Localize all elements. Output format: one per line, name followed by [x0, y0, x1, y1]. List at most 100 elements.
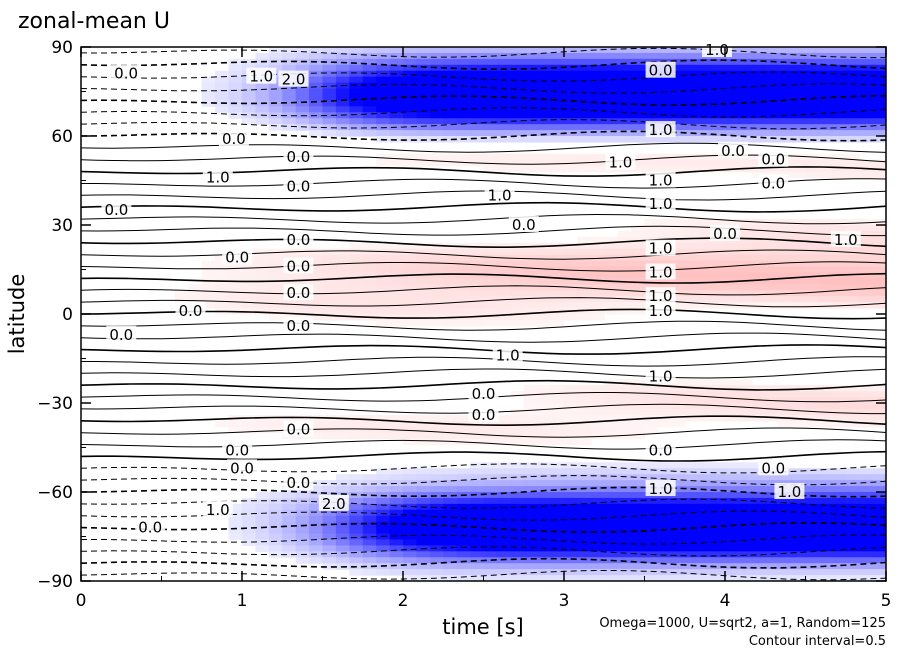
shaded-cell — [483, 302, 498, 309]
contour-line — [81, 142, 886, 153]
shaded-cell — [872, 302, 886, 309]
shaded-cell — [523, 130, 538, 137]
shaded-cell — [242, 533, 257, 541]
shaded-cell — [537, 408, 552, 416]
shaded-cell — [738, 130, 753, 137]
shaded-cell — [751, 130, 766, 137]
shaded-cell — [684, 503, 699, 511]
shaded-cell — [792, 557, 807, 564]
shaded-cell — [309, 426, 324, 434]
x-axis-label: time [s] — [442, 615, 523, 639]
shaded-cell — [805, 557, 820, 564]
shaded-cell — [818, 88, 833, 96]
shaded-cell — [483, 88, 498, 96]
shaded-cell — [617, 118, 632, 125]
shaded-cell — [684, 242, 699, 250]
shaded-cell — [711, 408, 726, 416]
shaded-cell — [510, 575, 525, 581]
shaded-cell — [577, 408, 592, 416]
shaded-cell — [335, 70, 350, 78]
contour-label-background — [718, 141, 748, 158]
shaded-cell — [872, 557, 886, 564]
contour-line — [81, 83, 886, 94]
shaded-cell — [684, 230, 699, 238]
shaded-cell — [362, 130, 377, 137]
shaded-cell — [604, 420, 619, 428]
shaded-cell — [792, 509, 807, 517]
shaded-cell — [335, 557, 350, 564]
shaded-cell — [496, 82, 511, 90]
shaded-cell — [765, 503, 780, 511]
shaded-cell — [657, 527, 672, 535]
shaded-cell — [738, 509, 753, 517]
shaded-cell — [725, 391, 740, 398]
shaded-cell — [859, 260, 874, 268]
shaded-cell — [255, 492, 270, 499]
shaded-cell — [335, 100, 350, 107]
shaded-cell — [403, 82, 418, 90]
shaded-cell — [255, 420, 270, 428]
shaded-cell — [872, 47, 886, 54]
shaded-cell — [483, 563, 498, 570]
shaded-cell — [376, 308, 391, 315]
shaded-cell — [644, 563, 659, 570]
shaded-cell — [631, 284, 646, 291]
shaded-cell — [590, 462, 605, 469]
shaded-cell — [242, 100, 257, 107]
shaded-cell — [845, 165, 860, 173]
shaded-cell — [228, 533, 243, 541]
shaded-cell — [792, 159, 807, 167]
shaded-cell — [416, 118, 431, 125]
contour-label-background — [645, 367, 676, 384]
shaded-cell — [604, 533, 619, 541]
shaded-cell — [362, 533, 377, 541]
shaded-cell — [322, 70, 337, 78]
shaded-cell — [778, 266, 793, 274]
shaded-cell — [483, 165, 498, 173]
shaded-cell — [631, 462, 646, 469]
shaded-cell — [255, 82, 270, 90]
shaded-cell — [362, 420, 377, 428]
shaded-cell — [577, 130, 592, 137]
shaded-cell — [456, 319, 471, 327]
shaded-cell — [751, 230, 766, 238]
shaded-cell — [215, 290, 230, 297]
shaded-cell — [443, 557, 458, 564]
shaded-cell — [684, 290, 699, 297]
shaded-cell — [550, 397, 565, 404]
shaded-cell — [376, 290, 391, 297]
shaded-cell — [295, 539, 310, 546]
shaded-cell — [309, 70, 324, 78]
shaded-cell — [429, 497, 444, 505]
shaded-cell — [859, 420, 874, 428]
shaded-cell — [832, 106, 847, 113]
contour-line — [81, 439, 886, 450]
shaded-cell — [255, 284, 270, 291]
shaded-cell — [496, 58, 511, 66]
shaded-cell — [496, 314, 511, 321]
shaded-cell — [577, 426, 592, 434]
shaded-cell — [778, 278, 793, 285]
shaded-cell — [349, 527, 364, 535]
contour-label: 0.0 — [286, 148, 310, 166]
shaded-cell — [349, 278, 364, 285]
shaded-cell — [322, 486, 337, 493]
shaded-cell — [698, 266, 713, 274]
shaded-cell — [403, 503, 418, 511]
shaded-cell — [403, 76, 418, 84]
contour-label: 0.0 — [114, 65, 138, 83]
shaded-cell — [845, 492, 860, 499]
shaded-cell — [805, 112, 820, 119]
shaded-cell — [255, 254, 270, 262]
shaded-cell — [590, 486, 605, 493]
shaded-cell — [657, 100, 672, 107]
shaded-cell — [805, 497, 820, 505]
shaded-cell — [335, 76, 350, 84]
shaded-cell — [644, 533, 659, 541]
shaded-cell — [564, 136, 579, 143]
shaded-cell — [470, 539, 485, 546]
shaded-cell — [725, 136, 740, 143]
shaded-cell — [523, 58, 538, 66]
shaded-cell — [349, 88, 364, 96]
shaded-cell — [818, 112, 833, 119]
